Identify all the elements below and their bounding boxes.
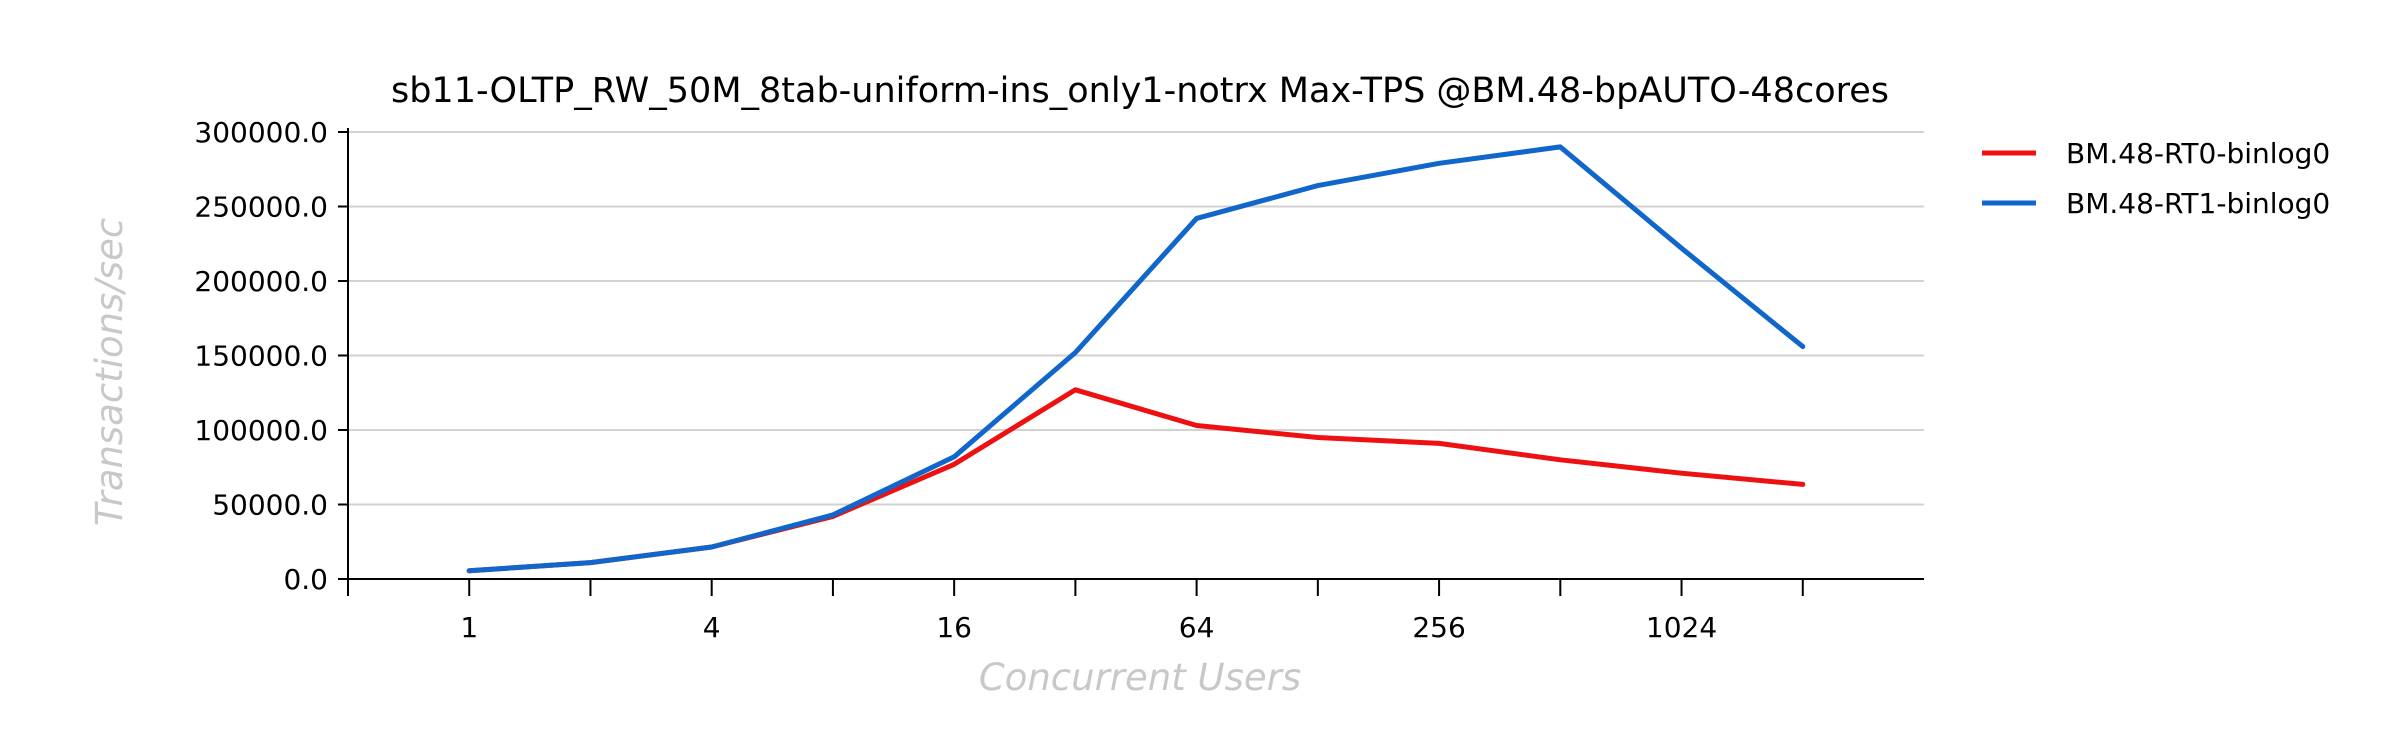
- series-line-2: [466, 144, 1806, 574]
- grid-lines: [348, 131, 1924, 506]
- x-tick-label: 1: [460, 611, 478, 644]
- series-line-1: [466, 387, 1806, 574]
- legend-label: BM.48-RT0-binlog0: [2066, 137, 2330, 170]
- y-axis-title: Transactions/sec: [88, 218, 131, 526]
- legend: BM.48-RT0-binlog0 BM.48-RT1-binlog0: [1982, 137, 2330, 220]
- y-tick-label: 100000.0: [194, 414, 328, 447]
- axes: 0.0 50000.0 100000.0 150000.0 200000.0 250000…: [194, 116, 1924, 644]
- x-tick-label: 1024: [1646, 611, 1717, 644]
- y-tick-label: 300000.0: [194, 116, 328, 149]
- y-tick-label: 50000.0: [212, 489, 328, 522]
- x-tick-label: 4: [703, 611, 721, 644]
- x-tick-label: 16: [936, 611, 972, 644]
- x-tick-label: 64: [1179, 611, 1215, 644]
- legend-label: BM.48-RT1-binlog0: [2066, 187, 2330, 220]
- chart-title: sb11-OLTP_RW_50M_8tab-uniform-ins_only1-…: [391, 71, 1889, 111]
- x-tick-label: 256: [1412, 611, 1465, 644]
- y-tick-label: 250000.0: [194, 191, 328, 224]
- x-axis-title: Concurrent Users: [979, 656, 1301, 699]
- y-tick-label: 0.0: [283, 563, 328, 596]
- y-tick-label: 200000.0: [194, 265, 328, 298]
- series-lines: [466, 144, 1806, 574]
- y-tick-label: 150000.0: [194, 340, 328, 373]
